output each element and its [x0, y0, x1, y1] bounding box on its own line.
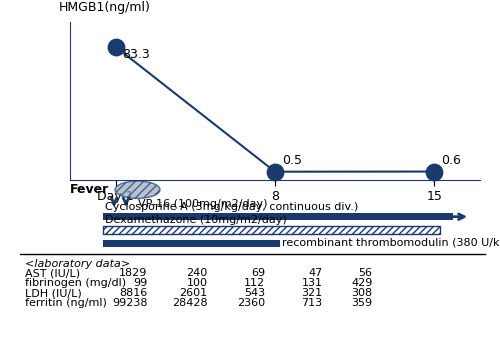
- Text: 131: 131: [302, 278, 322, 288]
- Text: 83.3: 83.3: [122, 48, 150, 61]
- Point: [430, 169, 438, 175]
- Text: 28428: 28428: [172, 298, 208, 308]
- Text: Dexamethazone (10mg/m2/day): Dexamethazone (10mg/m2/day): [105, 215, 287, 225]
- Text: Cyclosporine A (3mg/kg/day, continuous div.): Cyclosporine A (3mg/kg/day, continuous d…: [105, 202, 358, 212]
- Text: 2360: 2360: [237, 298, 265, 308]
- Text: 47: 47: [308, 268, 322, 278]
- Text: 99238: 99238: [112, 298, 148, 308]
- Text: 543: 543: [244, 288, 265, 298]
- Text: 2601: 2601: [180, 288, 208, 298]
- Text: 99: 99: [133, 278, 148, 288]
- Text: 359: 359: [352, 298, 372, 308]
- Text: 240: 240: [186, 268, 208, 278]
- Text: 8816: 8816: [120, 288, 148, 298]
- Text: 321: 321: [302, 288, 322, 298]
- Text: 1829: 1829: [119, 268, 148, 278]
- Text: 713: 713: [302, 298, 322, 308]
- Bar: [102, 226, 440, 234]
- Ellipse shape: [115, 181, 160, 198]
- Text: 308: 308: [352, 288, 372, 298]
- Point: [271, 169, 279, 175]
- Text: recombinant thrombomodulin (380 U/kg/day): recombinant thrombomodulin (380 U/kg/day…: [282, 238, 500, 248]
- Text: 0.6: 0.6: [442, 154, 461, 167]
- Bar: [102, 213, 453, 220]
- Text: 0.5: 0.5: [282, 154, 302, 167]
- Point: [112, 44, 120, 50]
- Text: HMGB1(ng/ml): HMGB1(ng/ml): [58, 1, 150, 14]
- Text: 69: 69: [251, 268, 265, 278]
- Text: fibrinogen (mg/dl): fibrinogen (mg/dl): [25, 278, 126, 288]
- Text: 100: 100: [186, 278, 208, 288]
- Text: VP-16 (100mg/m2/day): VP-16 (100mg/m2/day): [138, 199, 267, 210]
- Text: ferritin (ng/ml): ferritin (ng/ml): [25, 298, 107, 308]
- Text: Fever: Fever: [70, 183, 109, 196]
- Text: LDH (IU/L): LDH (IU/L): [25, 288, 82, 298]
- Text: 56: 56: [358, 268, 372, 278]
- Bar: [102, 240, 280, 247]
- Text: 112: 112: [244, 278, 265, 288]
- Text: 429: 429: [351, 278, 372, 288]
- Text: <laboratory data>: <laboratory data>: [25, 259, 130, 269]
- Text: AST (IU/L): AST (IU/L): [25, 268, 80, 278]
